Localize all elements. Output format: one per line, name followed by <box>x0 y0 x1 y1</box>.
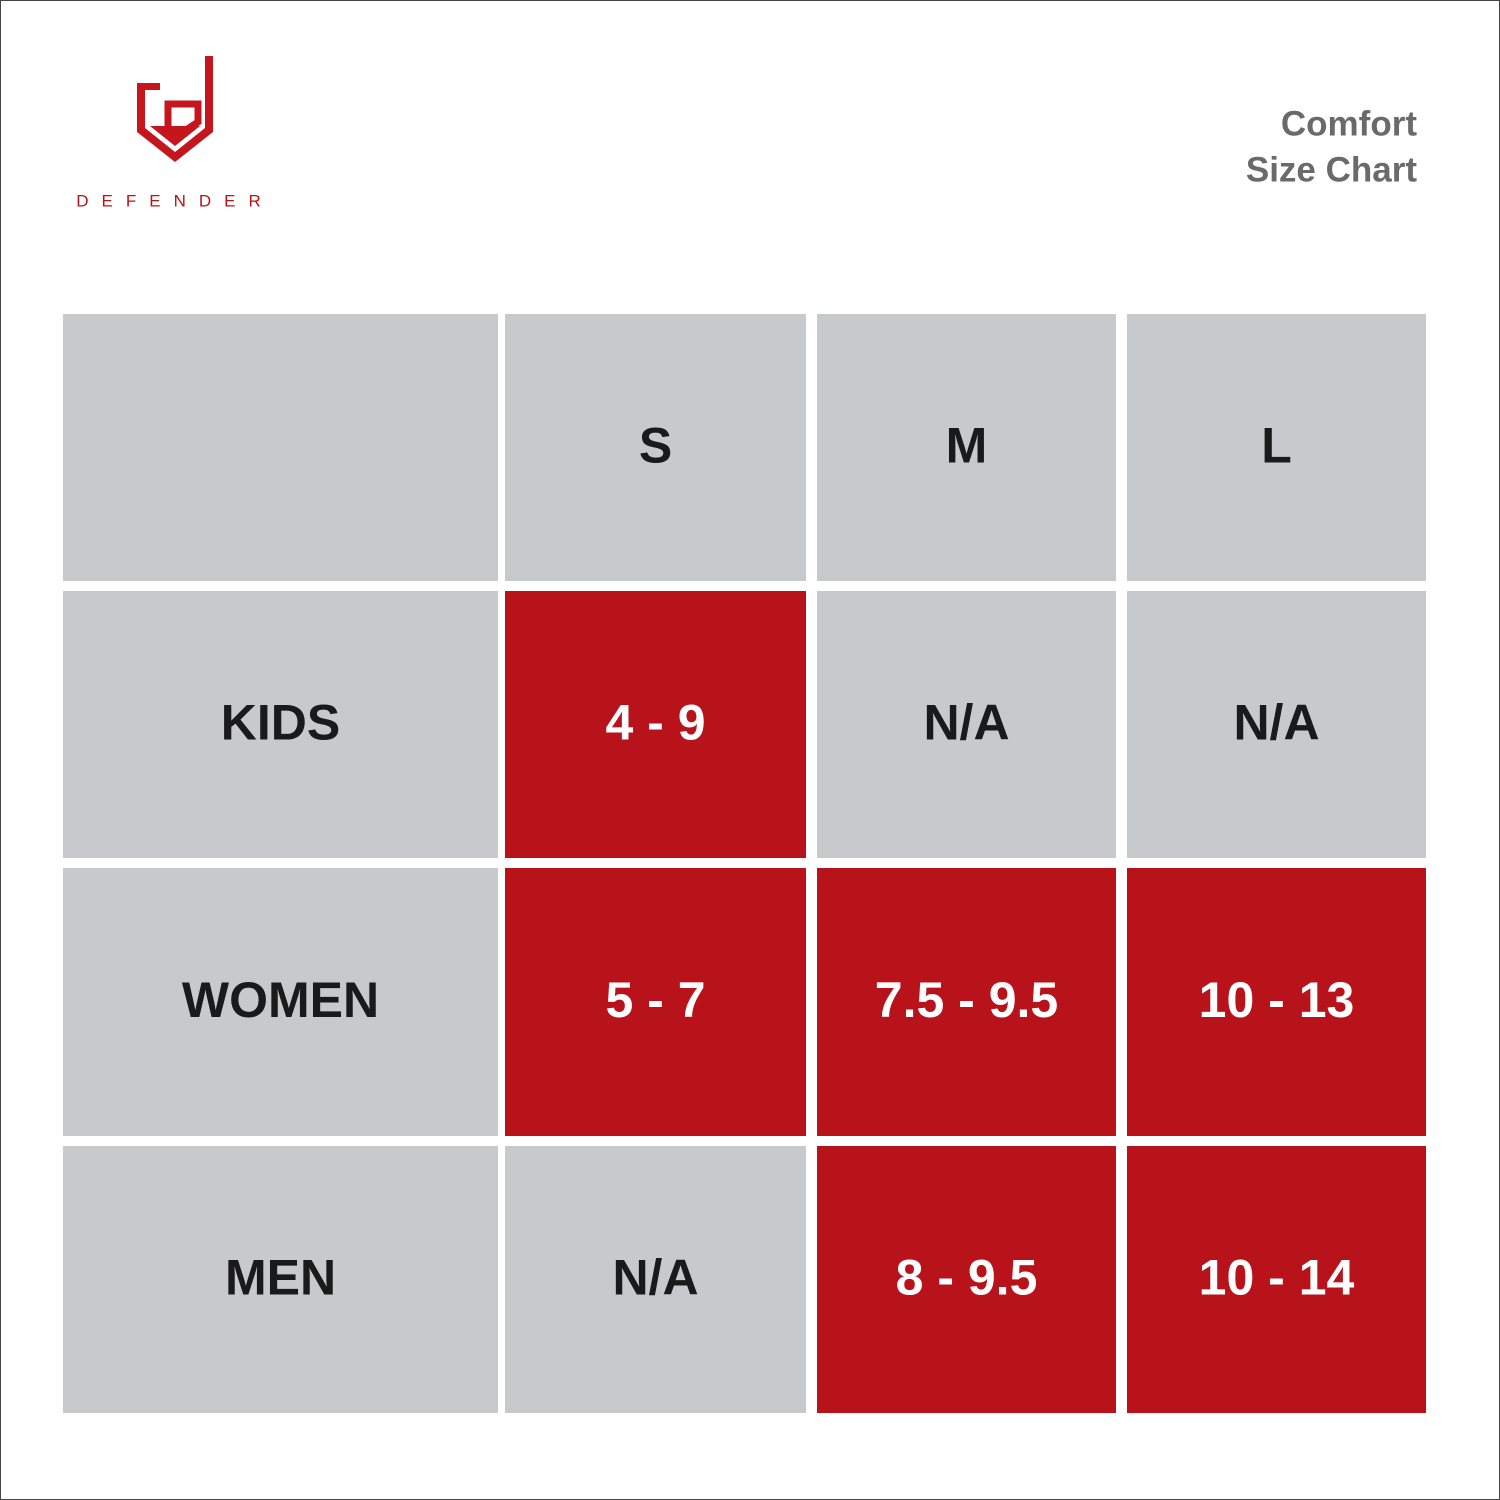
cell-text: 10 - 14 <box>1199 1250 1355 1306</box>
cell-text: WOMEN <box>182 972 379 1028</box>
cell-text: 8 - 9.5 <box>896 1250 1038 1306</box>
title-line: Comfort <box>1281 104 1417 143</box>
cell-text: L <box>1261 418 1292 474</box>
table-cell <box>505 868 806 1136</box>
title-line: Size Chart <box>1246 150 1417 189</box>
brand-name: DEFENDER <box>76 191 274 210</box>
table-cell <box>817 591 1116 858</box>
table-cell <box>505 314 806 581</box>
table-cell <box>63 314 498 581</box>
table-cell <box>817 1146 1116 1413</box>
cell-text: 7.5 - 9.5 <box>875 972 1058 1028</box>
size-table: S M L KIDS 4 - 9 N/A N/A WOMEN 5 - 7 7.5 - 9.5 10 … <box>63 314 1426 1413</box>
table-cell <box>817 868 1116 1136</box>
table-cell <box>1127 868 1426 1136</box>
table-cell <box>817 314 1116 581</box>
cell-text: MEN <box>225 1250 336 1306</box>
cell-text: 10 - 13 <box>1199 972 1355 1028</box>
table-cell <box>505 591 806 858</box>
table-cell <box>505 1146 806 1413</box>
logo-mark <box>137 56 213 162</box>
table-cell <box>1127 591 1426 858</box>
cell-text: N/A <box>612 1250 698 1306</box>
cell-text: 4 - 9 <box>605 695 705 751</box>
cell-text: 5 - 7 <box>605 972 705 1028</box>
table-cell <box>63 1146 498 1413</box>
cell-text: M <box>946 418 988 474</box>
table-cell <box>1127 1146 1426 1413</box>
table-cell <box>63 591 498 858</box>
table-cell <box>1127 314 1426 581</box>
cell-text: KIDS <box>221 695 340 751</box>
cell-text: S <box>639 418 672 474</box>
cell-text: N/A <box>1233 695 1319 751</box>
table-cell <box>63 868 498 1136</box>
cell-text: N/A <box>923 695 1009 751</box>
